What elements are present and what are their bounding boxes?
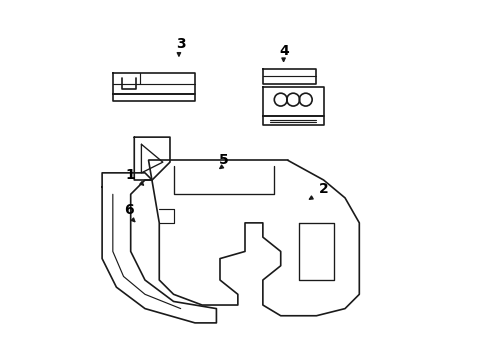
Text: 6: 6 bbox=[124, 203, 134, 217]
Text: 3: 3 bbox=[176, 37, 186, 51]
Text: 5: 5 bbox=[219, 153, 228, 167]
Text: 2: 2 bbox=[318, 182, 328, 196]
Text: 1: 1 bbox=[126, 168, 136, 182]
Text: 4: 4 bbox=[279, 44, 289, 58]
